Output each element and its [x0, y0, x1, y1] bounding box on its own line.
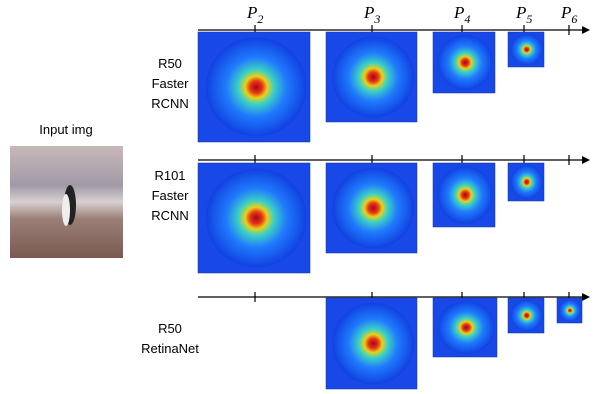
- heatmap: [558, 299, 582, 322]
- heatmap: [437, 35, 494, 90]
- labels: P2 P3 P4 P5 P6R50FasterRCNNR101FasterRCNNR50…: [141, 3, 577, 356]
- column-label: P5: [515, 3, 532, 26]
- heatmap: [332, 167, 415, 249]
- heatmap: [437, 300, 496, 355]
- column-base: P: [246, 3, 257, 22]
- heatmap: [205, 37, 307, 137]
- column-sub: 3: [373, 12, 380, 26]
- column-sub: 2: [257, 12, 263, 26]
- column-base: P: [515, 3, 526, 22]
- heatmap: [332, 302, 415, 385]
- heatmap: [510, 164, 543, 200]
- arrow: [582, 156, 590, 164]
- row-label: Faster: [152, 76, 190, 91]
- heatmaps: [197, 31, 583, 390]
- row-label: R50: [158, 321, 182, 336]
- heatmap: [205, 168, 307, 268]
- arrow: [582, 26, 590, 34]
- arrow: [582, 293, 590, 301]
- row-label: R50: [158, 56, 182, 71]
- heatmap: [510, 33, 543, 66]
- column-label: P4: [453, 3, 470, 26]
- column-label: P2: [246, 3, 263, 26]
- column-base: P: [363, 3, 374, 22]
- column-sub: 5: [526, 12, 532, 26]
- heatmap: [437, 166, 494, 224]
- surfboard: [62, 194, 70, 226]
- column-sub: 6: [571, 12, 577, 26]
- row-label: RetinaNet: [141, 341, 199, 356]
- heatmap: [332, 36, 415, 118]
- column-sub: 4: [464, 12, 470, 26]
- input-label: Input img: [39, 122, 92, 137]
- row-label: RCNN: [151, 96, 189, 111]
- row-label: RCNN: [151, 208, 189, 223]
- column-base: P: [453, 3, 464, 22]
- row-label: R101: [154, 168, 185, 183]
- column-label: P3: [363, 3, 380, 26]
- heatmap: [510, 299, 543, 332]
- row-label: Faster: [152, 188, 190, 203]
- column-label: P6: [560, 3, 577, 26]
- column-base: P: [560, 3, 571, 22]
